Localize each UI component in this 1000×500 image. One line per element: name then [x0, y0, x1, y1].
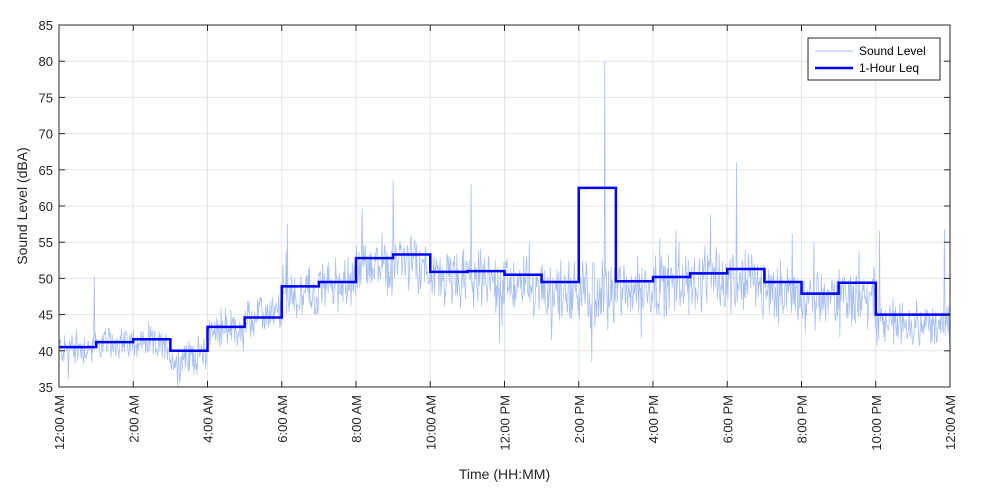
- y-tick-label: 80: [39, 54, 53, 69]
- legend: Sound Level 1-Hour Leq: [807, 37, 941, 81]
- x-tick-label: 12:00 AM: [943, 395, 958, 450]
- y-tick-label: 35: [39, 380, 53, 395]
- x-tick-label: 12:00 PM: [498, 395, 513, 451]
- x-tick-label: 2:00 AM: [126, 395, 141, 443]
- x-tick-label: 12:00 AM: [52, 395, 67, 450]
- leq-step-line: [59, 186, 950, 353]
- y-axis: 35 40 45 50 55 60 65 70 75 80 85: [39, 18, 950, 395]
- x-tick-label: 4:00 PM: [646, 395, 661, 443]
- legend-label-leq: 1-Hour Leq: [859, 61, 919, 75]
- y-tick-label: 40: [39, 344, 53, 359]
- x-tick-label: 6:00 PM: [720, 395, 735, 443]
- y-tick-label: 75: [39, 90, 53, 105]
- leq-series: [59, 186, 950, 353]
- legend-label-sound-level: Sound Level: [859, 44, 926, 58]
- y-tick-label: 45: [39, 308, 53, 323]
- x-tick-label: 10:00 PM: [869, 395, 884, 451]
- x-tick-label: 4:00 AM: [201, 395, 216, 443]
- x-tick-label: 6:00 AM: [275, 395, 290, 443]
- x-tick-label: 10:00 AM: [423, 395, 438, 450]
- x-axis-title: Time (HH:MM): [459, 466, 550, 482]
- x-tick-label: 8:00 AM: [349, 395, 364, 443]
- x-axis: 12:00 AM 2:00 AM 4:00 AM 6:00 AM 8:00 AM 10:0…: [52, 25, 958, 451]
- x-tick-label: 8:00 PM: [795, 395, 810, 443]
- y-tick-label: 50: [39, 271, 53, 286]
- y-tick-label: 70: [39, 127, 53, 142]
- x-tick-label: 2:00 PM: [572, 395, 587, 443]
- y-axis-title: Sound Level (dBA): [14, 147, 30, 265]
- y-tick-label: 60: [39, 199, 53, 214]
- y-tick-label: 85: [39, 18, 53, 33]
- y-tick-label: 65: [39, 163, 53, 178]
- legend-box: [807, 37, 941, 81]
- y-tick-label: 55: [39, 235, 53, 250]
